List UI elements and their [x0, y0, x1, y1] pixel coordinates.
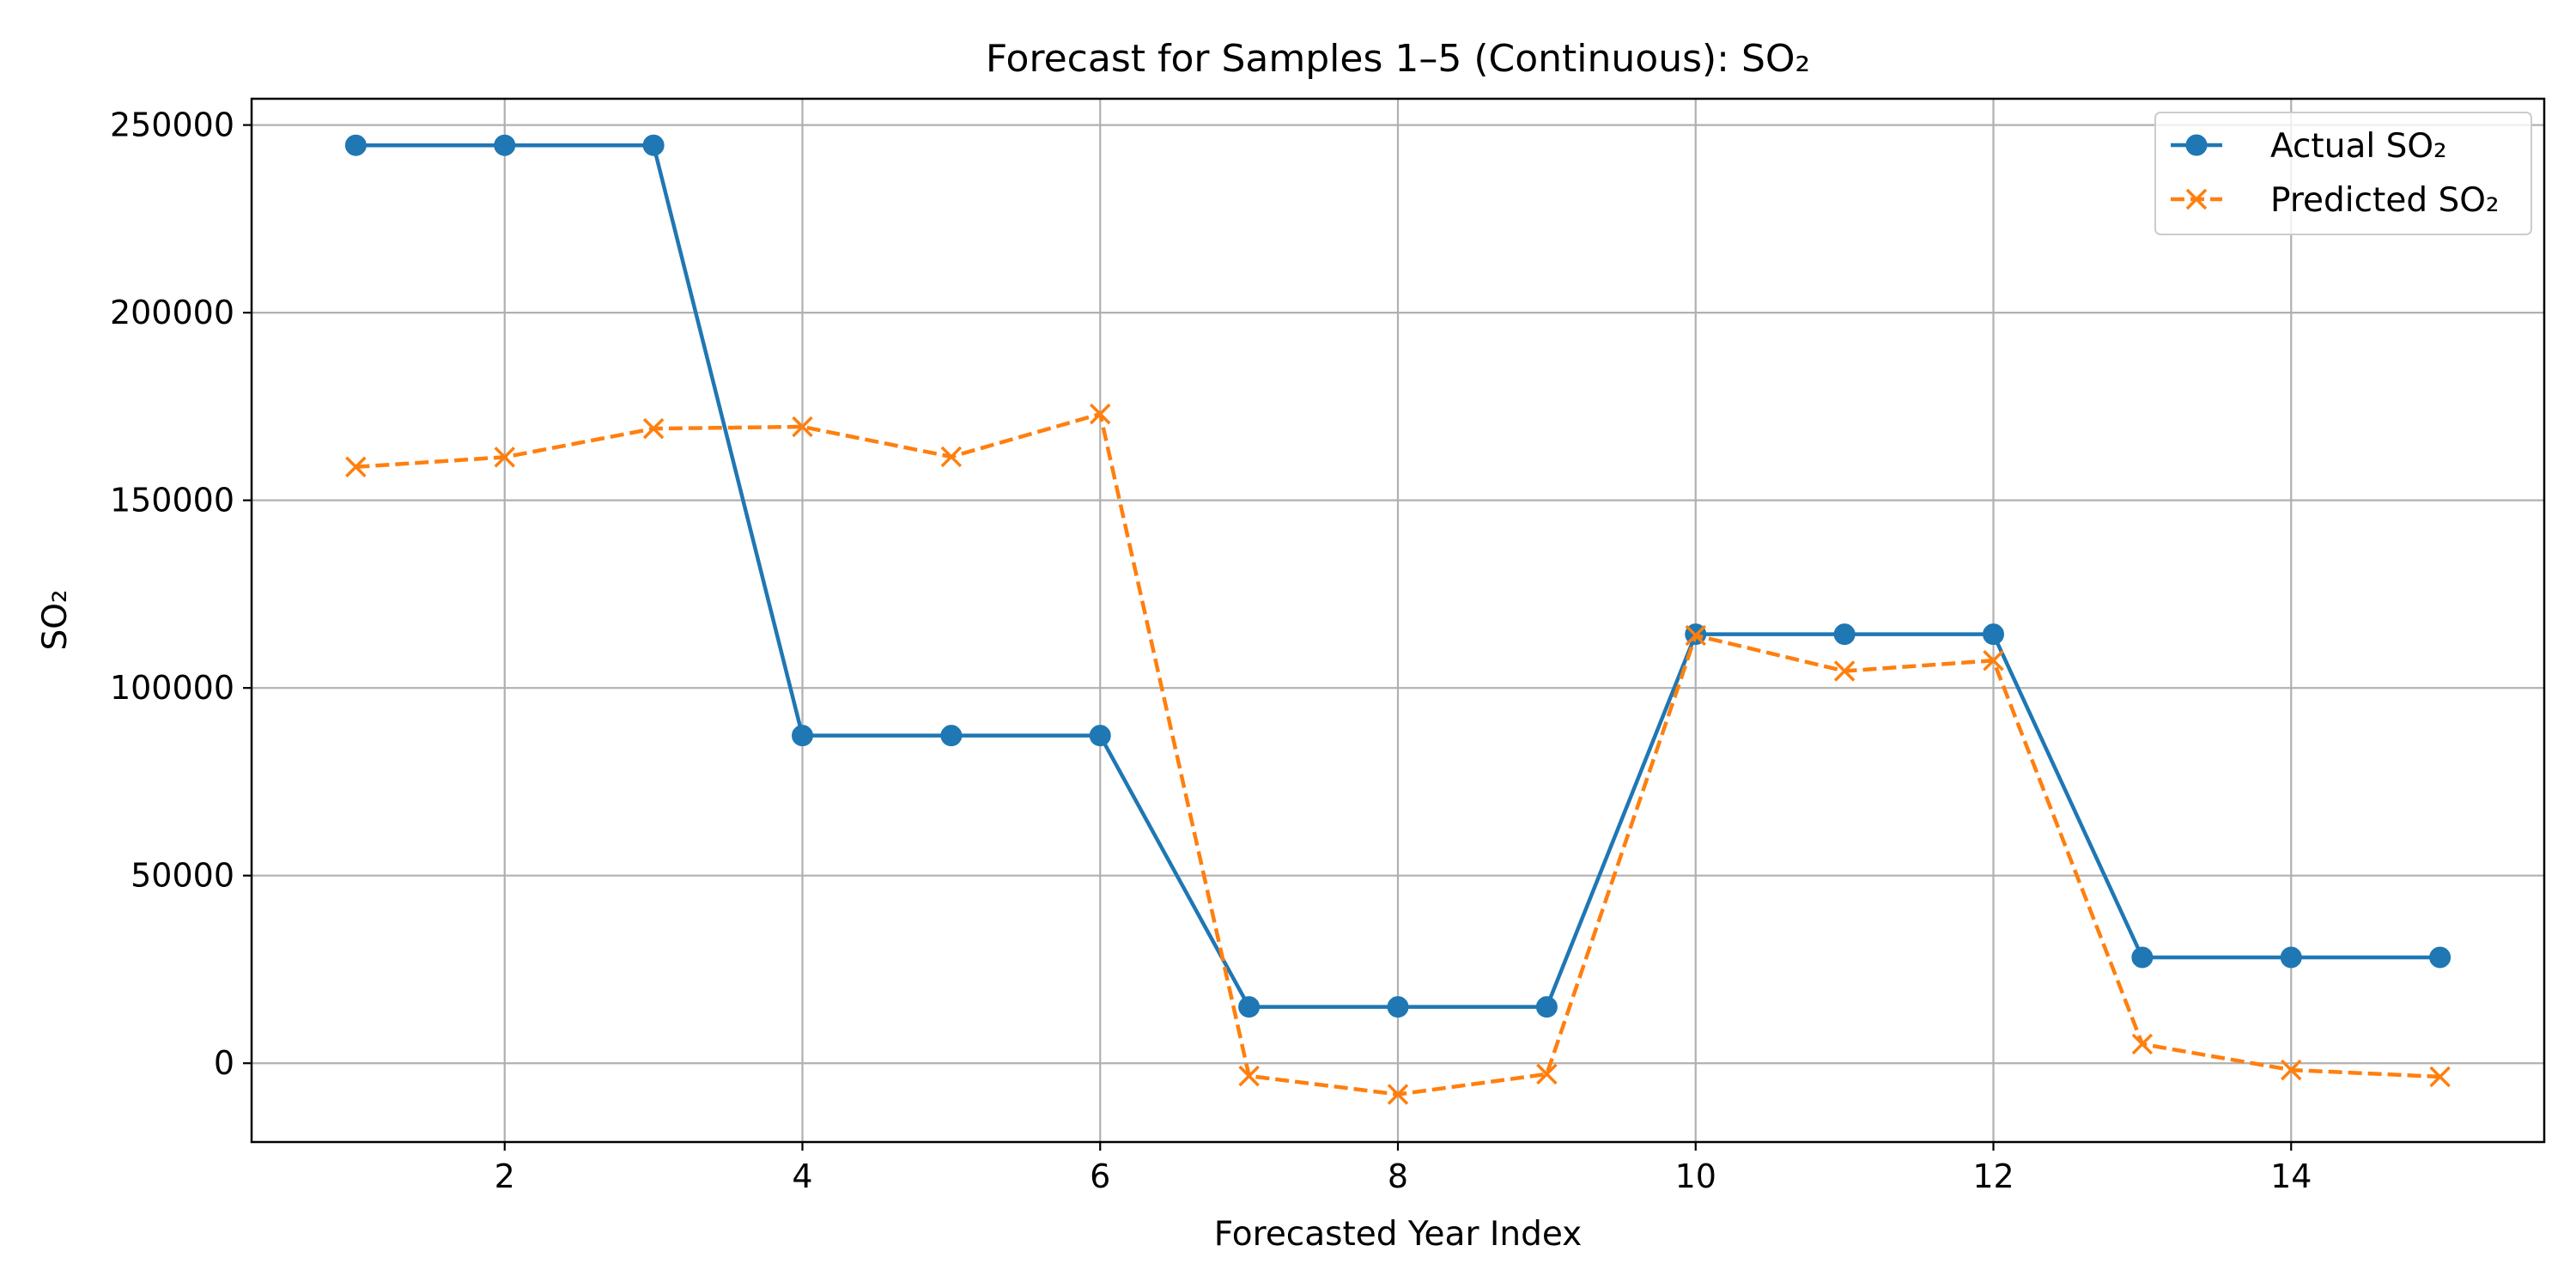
data-point [792, 416, 813, 438]
data-point [1833, 623, 1856, 646]
data-point [1685, 624, 1706, 647]
x-tick-label: 2 [495, 1157, 515, 1195]
data-point [2280, 946, 2302, 969]
data-point [2281, 1059, 2302, 1081]
legend-marker-0 [2185, 134, 2208, 156]
legend: Actual SO₂ Predicted SO₂ [2154, 112, 2532, 235]
data-point [1089, 725, 1111, 747]
data-point [940, 446, 963, 468]
data-point [1983, 650, 2004, 671]
data-point [2429, 1066, 2451, 1088]
data-point [791, 725, 813, 747]
legend-label-0: Actual SO₂ [2270, 127, 2447, 166]
x-tick-label: 6 [1090, 1157, 1110, 1195]
series-predicted [345, 403, 2451, 1105]
data-point [642, 134, 665, 156]
y-tick-label: 200000 [110, 294, 234, 331]
y-tick-label: 150000 [110, 482, 234, 519]
data-point [345, 456, 367, 477]
data-point [1536, 1063, 1558, 1085]
legend-box [2154, 112, 2532, 235]
chart-title: Forecast for Samples 1–5 (Continuous): S… [986, 37, 1810, 81]
legend-marker-1 [2185, 188, 2208, 210]
y-axis-label: SO₂ [36, 589, 75, 650]
y-tick-label: 0 [214, 1044, 234, 1082]
y-tick-label: 250000 [110, 106, 234, 144]
data-point [2429, 946, 2451, 969]
x-tick-label: 4 [792, 1157, 812, 1195]
x-tick-label: 12 [1972, 1157, 2014, 1195]
data-point [642, 417, 665, 440]
data-point [1238, 1065, 1260, 1087]
data-point [344, 134, 367, 156]
data-point [1387, 1084, 1409, 1105]
y-tick-label: 50000 [131, 857, 234, 895]
data-point [1387, 996, 1409, 1018]
grid [252, 99, 2544, 1142]
data-point [2131, 1033, 2154, 1055]
data-point [494, 134, 516, 156]
data-point [1833, 660, 1856, 682]
x-tick-label: 14 [2270, 1157, 2312, 1195]
x-tick-label: 10 [1675, 1157, 1716, 1195]
data-point [2131, 946, 2154, 969]
y-tick-label: 100000 [110, 669, 234, 707]
series-layer [344, 134, 2451, 1105]
data-point [494, 447, 515, 468]
data-point [1535, 996, 1558, 1018]
data-point [1983, 623, 2005, 646]
x-axis-label: Forecasted Year Index [1214, 1215, 1583, 1254]
data-point [940, 725, 963, 747]
legend-label-1: Predicted SO₂ [2270, 181, 2500, 220]
data-point [1090, 403, 1111, 425]
data-point [1238, 996, 1261, 1018]
ticks: 2 4 6 8 10 12 14 0 50000 100000 150000 200000 250000 [110, 106, 2312, 1195]
x-tick-label: 8 [1388, 1157, 1408, 1195]
